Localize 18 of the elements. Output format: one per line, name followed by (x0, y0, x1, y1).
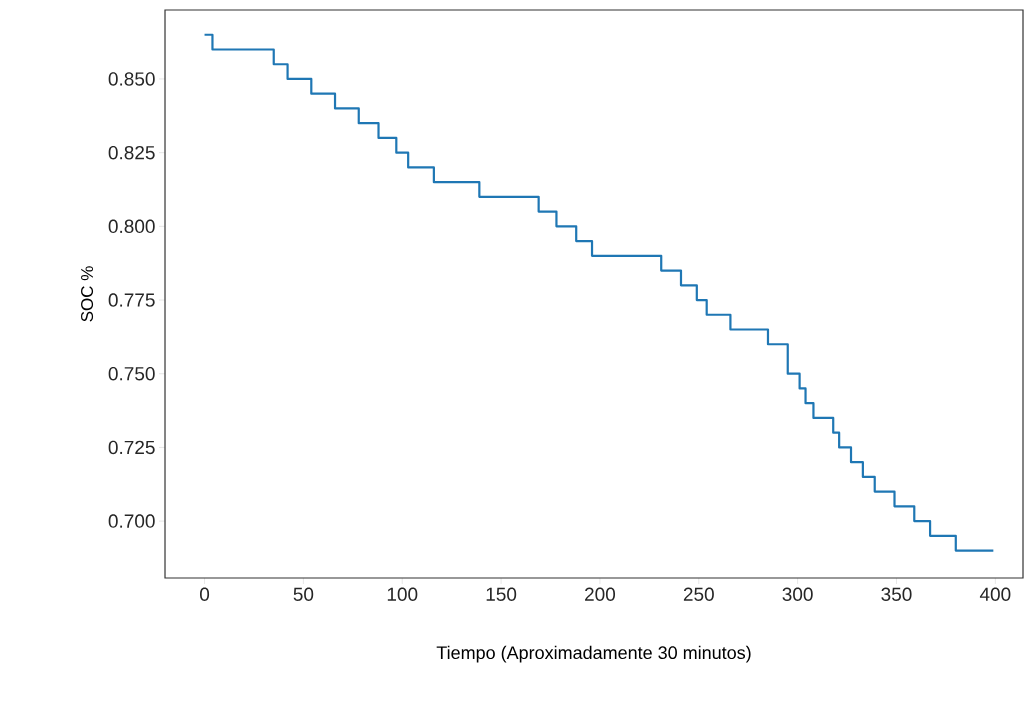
y-tick-label: 0.850 (108, 72, 155, 86)
x-tick-label: 200 (585, 587, 616, 601)
x-tick-label: 300 (782, 587, 813, 601)
y-tick-label: 0.700 (108, 514, 155, 528)
x-axis-title: Tiempo (Aproximadamente 30 minutos) (436, 645, 751, 663)
x-tick-label: 400 (979, 587, 1011, 601)
y-tick-label: 0.800 (108, 219, 155, 234)
y-tick-label: 0.750 (108, 366, 155, 381)
x-tick-label: 50 (293, 587, 314, 601)
x-tick-label: 0 (200, 587, 210, 601)
y-tick-label: 0.825 (108, 145, 155, 160)
x-tick-label: 100 (387, 587, 418, 601)
x-tick-label: 350 (881, 587, 912, 601)
y-tick-label: 0.725 (108, 440, 155, 455)
x-tick-label: 150 (486, 587, 517, 601)
y-tick-label: 0.775 (108, 293, 155, 307)
y-axis-title: SOC % (81, 266, 94, 322)
x-tick-label: 250 (683, 587, 714, 601)
